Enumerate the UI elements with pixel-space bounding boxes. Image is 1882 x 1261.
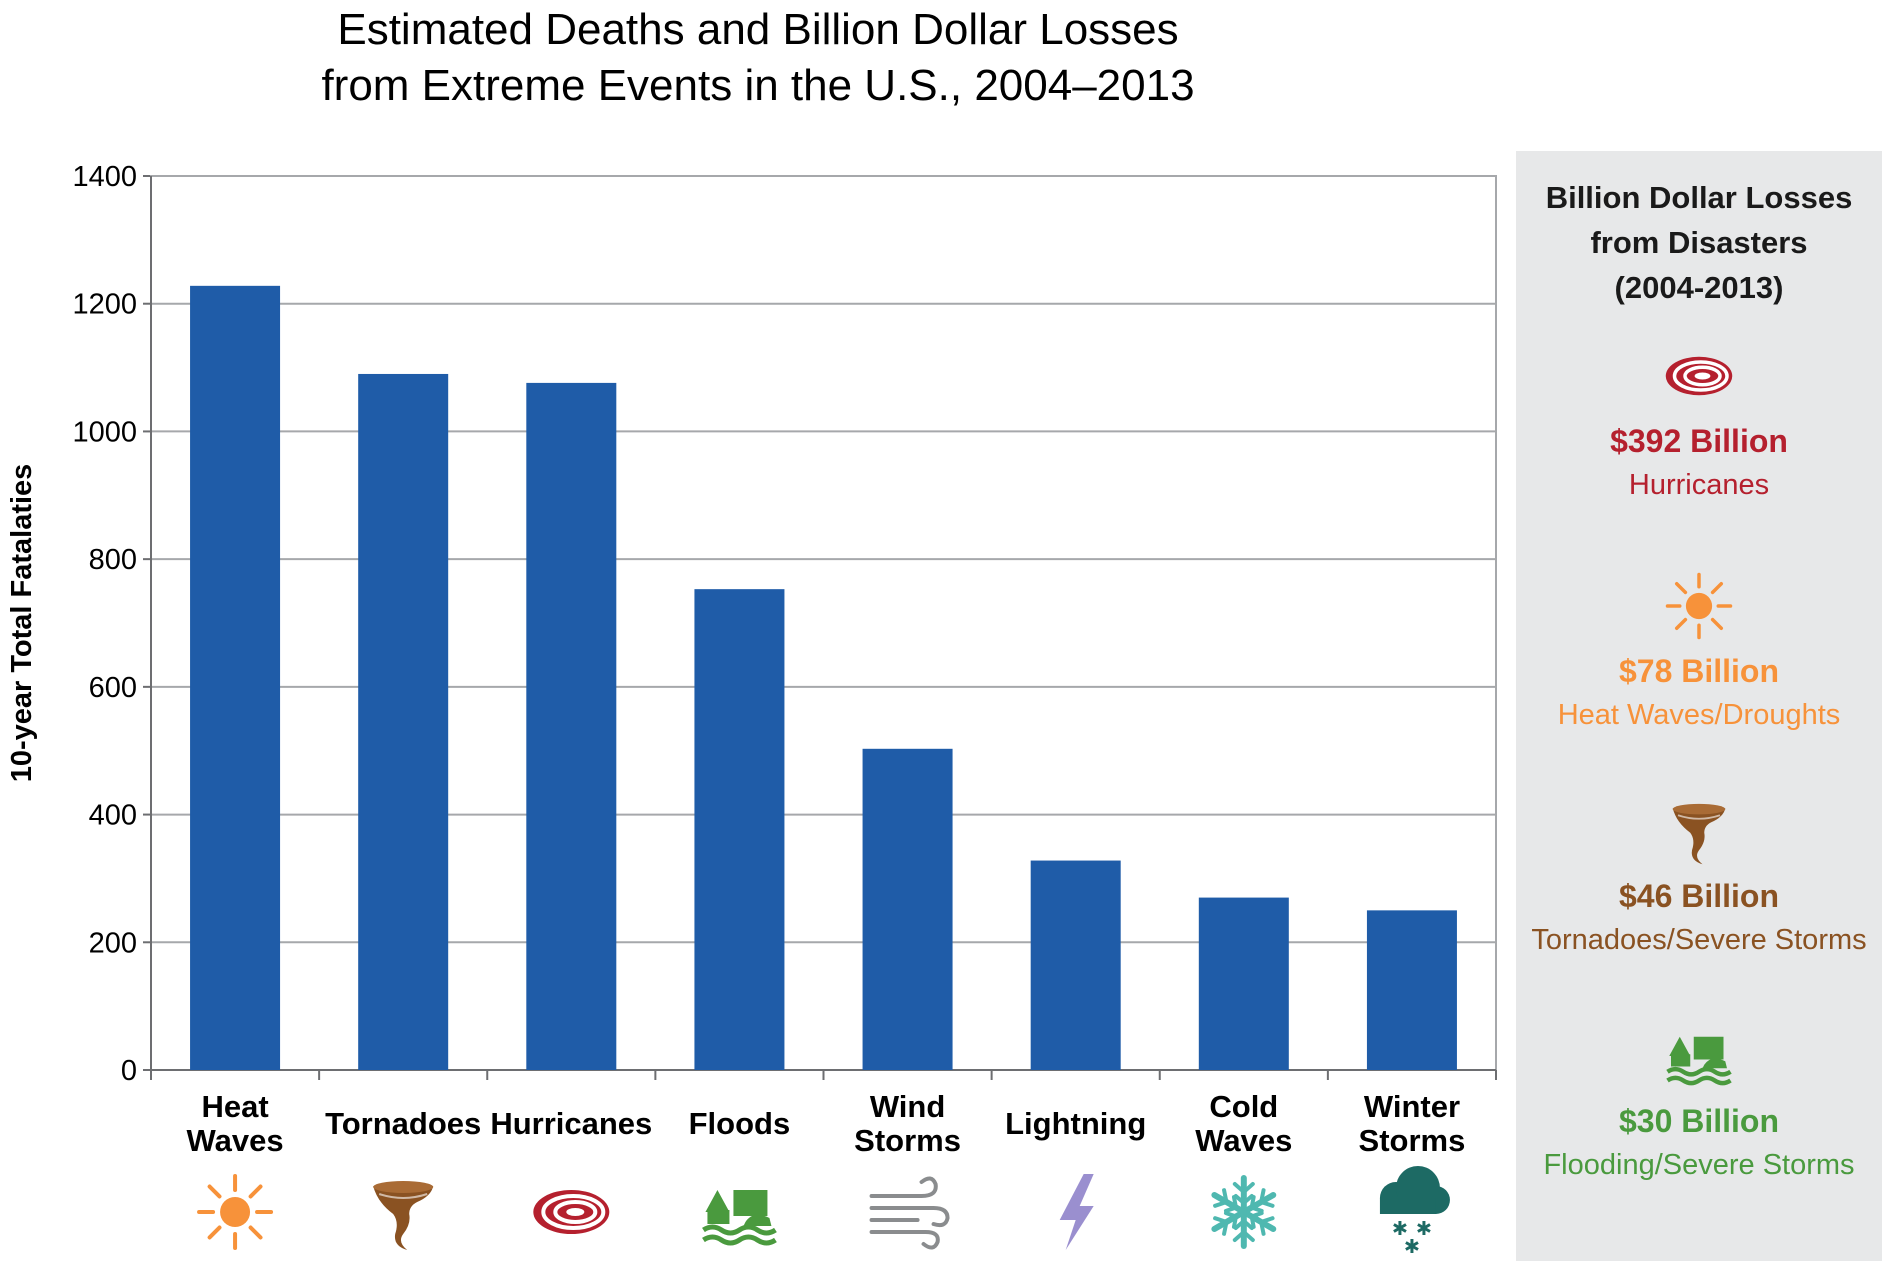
y-tick-label: 1400 bbox=[72, 161, 137, 193]
snowflake-icon bbox=[1211, 1175, 1277, 1249]
y-tick-label: 1000 bbox=[72, 416, 137, 448]
y-tick-label: 0 bbox=[121, 1055, 137, 1087]
tornado-icon bbox=[373, 1181, 434, 1250]
bar bbox=[862, 748, 953, 1070]
hurricane-icon bbox=[1665, 356, 1733, 396]
y-axis-label: 10-year Total Fatalaties bbox=[6, 464, 38, 783]
x-category-label: Hurricanes bbox=[490, 1106, 652, 1141]
y-tick-label: 400 bbox=[89, 800, 137, 832]
bar bbox=[358, 373, 449, 1070]
loss-label: Hurricanes bbox=[1628, 469, 1770, 501]
bar bbox=[526, 382, 617, 1070]
bar bbox=[1030, 860, 1121, 1070]
sun-icon bbox=[1665, 572, 1733, 640]
loss-label: Heat Waves/Droughts bbox=[1557, 699, 1841, 731]
loss-amount: $78 Billion bbox=[1618, 653, 1780, 689]
hurricane-icon bbox=[533, 1190, 610, 1234]
loss-item: $30 Billion Flooding/Severe Storms bbox=[1516, 1021, 1882, 1187]
loss-amount: $392 Billion bbox=[1610, 423, 1788, 459]
y-tick-label: 800 bbox=[89, 544, 137, 576]
losses-panel: Billion Dollar Losses from Disasters (20… bbox=[1516, 151, 1882, 1261]
x-category-label: Tornadoes bbox=[325, 1106, 481, 1141]
snow-cloud-icon bbox=[1379, 1166, 1450, 1253]
bar bbox=[694, 589, 785, 1070]
tornado-icon bbox=[1672, 803, 1726, 865]
x-category-label: Heat bbox=[201, 1089, 268, 1124]
x-category-label: Winter bbox=[1364, 1089, 1460, 1124]
x-category-label: Cold bbox=[1209, 1089, 1278, 1124]
sun-icon bbox=[197, 1174, 274, 1250]
flood-icon bbox=[702, 1190, 777, 1246]
loss-label: Tornadoes/Severe Storms bbox=[1531, 924, 1867, 956]
x-category-label: Lightning bbox=[1005, 1106, 1146, 1141]
bar bbox=[1198, 897, 1289, 1070]
loss-label: Flooding/Severe Storms bbox=[1543, 1149, 1855, 1181]
x-category-label: Waves bbox=[1195, 1123, 1292, 1158]
chart-title-line-2: from Extreme Events in the U.S., 2004–20… bbox=[321, 61, 1195, 110]
loss-amount: $30 Billion bbox=[1618, 1103, 1780, 1139]
chart-title-line-1: Estimated Deaths and Billion Dollar Loss… bbox=[337, 5, 1179, 54]
x-category-label: Storms bbox=[854, 1123, 961, 1158]
losses-panel-title: Billion Dollar Losses from Disasters (20… bbox=[1516, 175, 1882, 310]
y-tick-label: 200 bbox=[89, 927, 137, 959]
y-tick-label: 1200 bbox=[72, 289, 137, 321]
chart-title: Estimated Deaths and Billion Dollar Loss… bbox=[0, 2, 1516, 114]
losses-panel-title-line: Billion Dollar Losses bbox=[1545, 180, 1853, 215]
losses-panel-title-line: (2004-2013) bbox=[1614, 270, 1784, 305]
x-category-label: Waves bbox=[187, 1123, 284, 1158]
loss-item: $78 Billion Heat Waves/Droughts bbox=[1516, 571, 1882, 737]
x-category-label: Floods bbox=[689, 1106, 791, 1141]
loss-item: $392 Billion Hurricanes bbox=[1516, 341, 1882, 507]
y-tick-label: 600 bbox=[89, 672, 137, 704]
wind-icon bbox=[869, 1176, 950, 1250]
x-category-label: Storms bbox=[1359, 1123, 1466, 1158]
loss-amount: $46 Billion bbox=[1618, 878, 1780, 914]
flood-icon bbox=[1666, 1036, 1732, 1086]
bar bbox=[1366, 910, 1457, 1070]
losses-panel-title-line: from Disasters bbox=[1590, 225, 1808, 260]
lightning-icon bbox=[1059, 1174, 1094, 1250]
plot-frame bbox=[150, 175, 1497, 1071]
bar bbox=[190, 285, 281, 1070]
x-category-label: Wind bbox=[870, 1089, 945, 1124]
loss-item: $46 Billion Tornadoes/Severe Storms bbox=[1516, 796, 1882, 962]
